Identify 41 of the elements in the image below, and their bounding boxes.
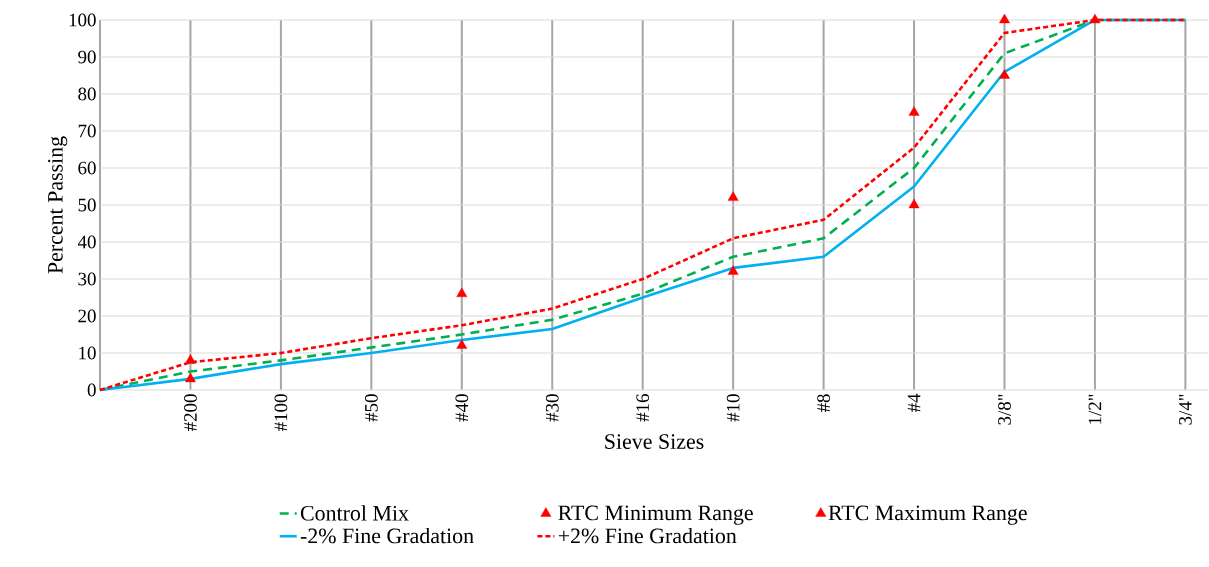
y-tick-label: 50 [78,198,96,212]
point [727,191,739,201]
x-tick-label: #50 [364,394,378,422]
y-tick-label: 20 [78,309,96,323]
point [999,13,1010,24]
x-tick-label: 3/8" [998,394,1011,425]
y-tick-label: 60 [78,161,96,175]
point [999,69,1010,79]
x-tick-label: 3/4" [1179,394,1192,425]
x-tick-label: #100 [274,394,288,432]
point [456,339,468,349]
y-tick-label: 100 [69,13,96,27]
y-tick-label: 0 [87,383,96,397]
legend-label: +2% Fine Gradation [558,527,737,544]
y-tick-label: 80 [78,87,96,101]
y-tick-label: 40 [77,235,96,249]
point [456,287,468,297]
x-tick-label: #16 [636,394,650,422]
point [727,265,739,275]
y-tick-label: 90 [78,50,96,64]
legend-label: RTC Minimum Range [558,505,753,525]
x-tick-label: #8 [817,394,830,413]
x-axis-title: Sieve Sizes [605,434,704,449]
x-tick-label: #10 [726,394,740,422]
y-axis-title: Percent Passing [48,136,68,274]
x-tick-label: #4 [907,393,921,413]
point [185,354,196,364]
point [1089,13,1101,24]
y-tick-label: 30 [78,272,96,286]
x-tick-label: #30 [545,394,559,422]
legend-label: Control Mix [300,505,409,521]
y-tick-label: 70 [78,124,96,138]
point [908,106,920,116]
legend-label: -2% Fine Gradation [300,527,474,544]
x-tick-label: 1/2" [1088,394,1102,424]
point [185,372,196,383]
y-tick-label: 10 [79,346,96,360]
legend-label: RTC Maximum Range [828,505,1027,525]
x-tick-label: #200 [184,394,197,432]
x-tick-label: #40 [455,394,469,422]
point [908,198,920,209]
